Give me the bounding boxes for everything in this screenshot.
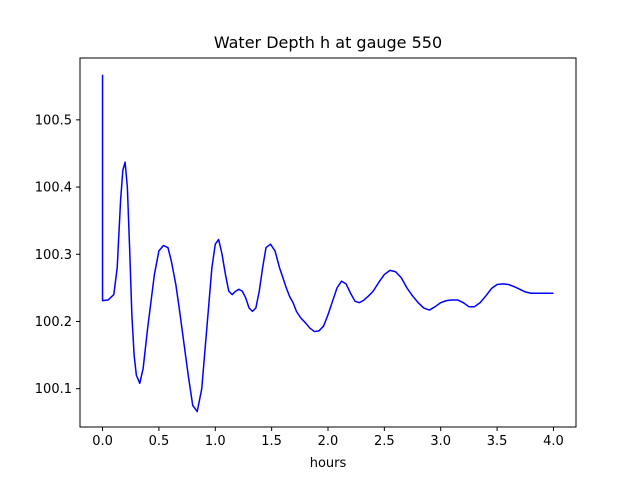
x-tick-label: 3.0 xyxy=(430,434,451,449)
series-line-0 xyxy=(101,74,554,413)
x-tick-label: 0.0 xyxy=(92,434,113,449)
x-tick-label: 1.0 xyxy=(205,434,226,449)
y-tick-label: 100.4 xyxy=(35,181,72,196)
chart-title: Water Depth h at gauge 550 xyxy=(214,33,442,52)
x-tick-label: 1.5 xyxy=(261,434,282,449)
x-tick-label: 3.5 xyxy=(487,434,508,449)
x-tick-label: 4.0 xyxy=(543,434,564,449)
y-tick-label: 100.1 xyxy=(35,382,72,397)
x-tick-label: 2.5 xyxy=(374,434,395,449)
plot-frame xyxy=(79,57,577,428)
x-tick-label: 0.5 xyxy=(149,434,170,449)
x-axis-label: hours xyxy=(310,456,347,471)
x-tick-label: 2.0 xyxy=(318,434,339,449)
y-axis: 100.1 100.2 100.3 100.4 100.5 xyxy=(35,113,80,397)
plot-area xyxy=(101,74,554,413)
x-axis: 0.0 0.5 1.0 1.5 2.0 2.5 3.0 3.5 4.0 xyxy=(92,427,564,449)
y-tick-label: 100.2 xyxy=(35,315,72,330)
y-tick-label: 100.3 xyxy=(35,248,72,263)
y-tick-label: 100.5 xyxy=(35,113,72,128)
